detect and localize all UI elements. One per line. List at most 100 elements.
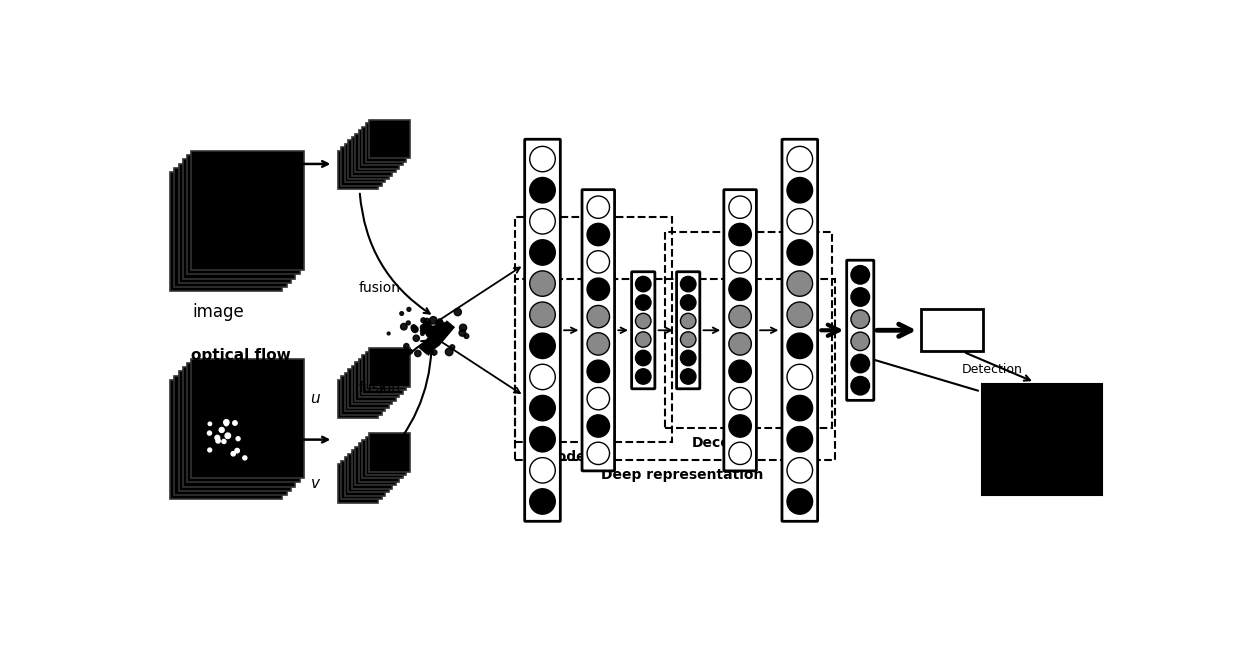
Point <box>430 329 450 339</box>
Bar <box>170 172 283 292</box>
Point <box>407 333 427 343</box>
Point <box>401 347 420 357</box>
Point <box>217 417 237 428</box>
FancyBboxPatch shape <box>677 272 699 388</box>
Circle shape <box>787 426 812 452</box>
Circle shape <box>587 250 610 273</box>
Point <box>430 324 450 334</box>
Circle shape <box>729 196 751 218</box>
Point <box>414 323 434 334</box>
Point <box>419 341 439 351</box>
Bar <box>345 144 386 182</box>
Bar <box>370 433 409 472</box>
FancyBboxPatch shape <box>582 190 615 471</box>
FancyBboxPatch shape <box>847 260 874 400</box>
Bar <box>423 326 446 352</box>
Point <box>418 320 438 330</box>
Bar <box>187 363 300 483</box>
FancyBboxPatch shape <box>525 139 560 521</box>
Bar <box>345 373 386 411</box>
Circle shape <box>729 442 751 464</box>
Bar <box>341 461 382 499</box>
Text: image: image <box>192 303 244 321</box>
Circle shape <box>851 288 869 306</box>
Circle shape <box>681 332 696 347</box>
Point <box>417 317 436 327</box>
Point <box>428 321 448 332</box>
Bar <box>358 443 399 482</box>
Point <box>207 432 227 443</box>
Bar <box>337 151 378 190</box>
Circle shape <box>681 369 696 384</box>
Circle shape <box>635 295 651 310</box>
Circle shape <box>851 310 869 328</box>
Point <box>405 324 425 335</box>
Point <box>424 347 444 358</box>
Point <box>422 326 441 336</box>
Bar <box>358 359 399 397</box>
Point <box>397 341 417 351</box>
Point <box>399 304 419 315</box>
Circle shape <box>787 489 812 514</box>
Circle shape <box>729 360 751 383</box>
Bar <box>337 464 378 503</box>
Point <box>430 318 450 329</box>
Point <box>419 328 439 339</box>
Circle shape <box>587 305 610 328</box>
Bar <box>352 137 392 175</box>
Point <box>419 324 439 335</box>
Circle shape <box>681 351 696 366</box>
Point <box>439 347 459 357</box>
Circle shape <box>587 442 610 464</box>
Bar <box>665 232 832 428</box>
Point <box>432 322 451 333</box>
Text: Detection: Detection <box>961 362 1023 375</box>
Circle shape <box>635 313 651 329</box>
Circle shape <box>587 333 610 355</box>
Point <box>419 321 439 332</box>
FancyBboxPatch shape <box>631 272 655 388</box>
Point <box>422 335 441 345</box>
Circle shape <box>635 351 651 366</box>
Point <box>430 328 450 339</box>
Circle shape <box>787 458 812 483</box>
Bar <box>920 309 982 351</box>
Point <box>453 328 472 338</box>
Point <box>423 328 443 339</box>
Point <box>394 322 414 332</box>
Circle shape <box>787 177 812 203</box>
Text: fusion: fusion <box>358 381 401 395</box>
Point <box>234 453 254 463</box>
Bar <box>175 168 286 287</box>
Point <box>417 324 436 335</box>
Point <box>392 308 412 318</box>
Circle shape <box>587 224 610 246</box>
Point <box>418 326 438 336</box>
FancyBboxPatch shape <box>724 190 756 471</box>
Point <box>414 322 434 333</box>
Point <box>430 327 450 337</box>
Circle shape <box>529 177 556 203</box>
Bar <box>362 440 403 479</box>
Bar <box>422 328 445 353</box>
Text: fusion: fusion <box>358 281 401 295</box>
Bar <box>366 123 407 162</box>
Point <box>424 325 444 336</box>
Bar <box>516 279 835 460</box>
Bar <box>370 349 409 387</box>
Point <box>224 418 244 428</box>
Bar <box>175 375 286 495</box>
Bar <box>362 127 403 165</box>
Bar <box>432 321 455 346</box>
Bar <box>337 379 378 418</box>
Circle shape <box>635 332 651 347</box>
Circle shape <box>729 415 751 437</box>
Bar <box>187 155 300 275</box>
Point <box>419 330 439 341</box>
Circle shape <box>529 209 556 234</box>
Circle shape <box>681 313 696 329</box>
Point <box>218 430 238 441</box>
Bar <box>982 384 1102 496</box>
Point <box>435 325 455 336</box>
Bar <box>419 329 443 354</box>
